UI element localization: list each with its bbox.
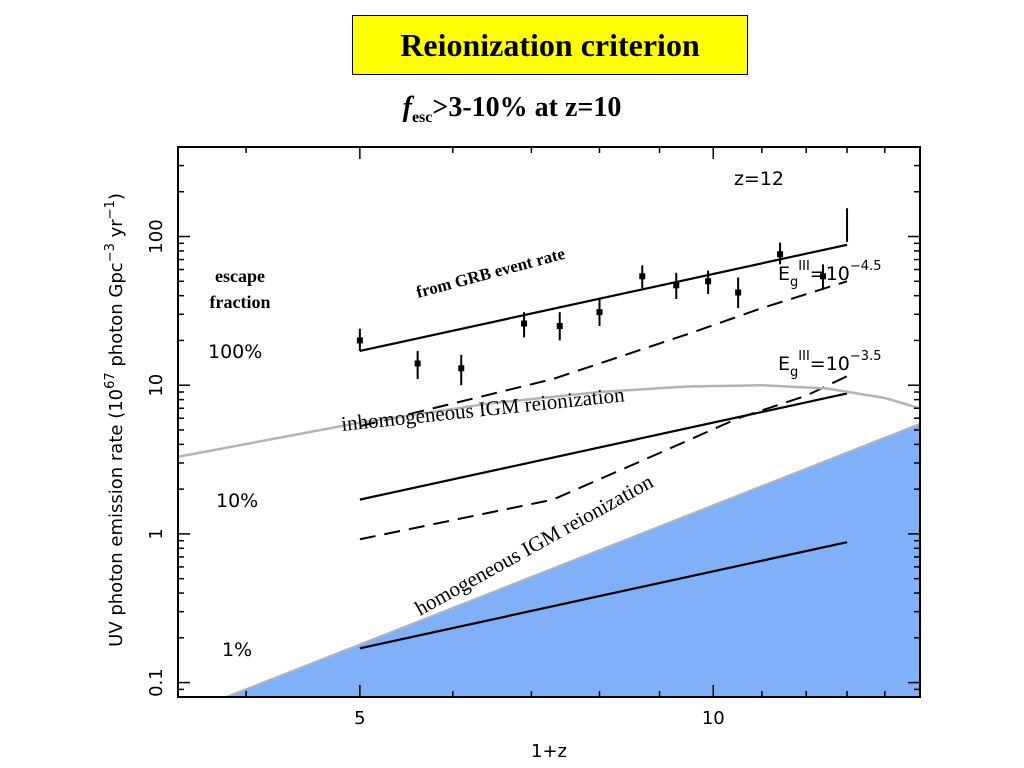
y-tick-label-2: 10 (146, 374, 167, 397)
data-point-1 (414, 360, 421, 367)
y-tick-label-0: 0.1 (146, 668, 167, 697)
subtitle-rest: >3-10% at z=10 (432, 92, 622, 123)
data-point-6 (639, 273, 646, 280)
series-line-grb_1 (359, 541, 848, 650)
slide-title: Reionization criterion (352, 15, 748, 75)
data-point-11 (819, 273, 826, 280)
series-line-inhomogeneous (178, 383, 920, 459)
annotation-z12: z=12 (734, 168, 784, 190)
annotation-escape: escape (215, 266, 265, 286)
y-tick-label-1: 1 (146, 528, 167, 539)
data-point-4 (556, 323, 563, 330)
annotation-fraction: fraction (210, 292, 271, 312)
subtitle-sub: esc (411, 109, 433, 126)
data-point-2 (458, 365, 465, 372)
series-line-grb_100 (359, 243, 848, 353)
x-axis-label: 1+z (531, 741, 567, 762)
y-tick-label-3: 100 (146, 219, 167, 253)
homogeneous-boundary (223, 422, 920, 697)
slide-subtitle: fesc>3-10% at z=10 (0, 92, 1024, 127)
series-line-dashed_lower (359, 375, 848, 541)
series-line-grb_10 (359, 392, 848, 501)
data-point-7 (673, 282, 680, 289)
data-point-10 (777, 251, 784, 258)
annotation-grb-rate: from GRB event rate (414, 244, 567, 302)
annotation-100pct: 100% (208, 341, 262, 363)
axis-ticks: 5 10 0.1 1 10 100 (146, 146, 921, 729)
series-line-dashed_upper (359, 280, 848, 428)
annotation-eg-upper: EgIII=10−4.5 (778, 259, 881, 290)
annotation-1pct: 1% (222, 639, 252, 661)
annotation-eg-lower: EgIII=10−3.5 (778, 349, 881, 380)
subtitle-f: f (402, 92, 412, 123)
annotation-10pct: 10% (216, 490, 258, 512)
data-point-8 (705, 278, 712, 285)
data-point-3 (521, 320, 528, 327)
data-point-9 (735, 289, 742, 296)
plot-frame (177, 146, 921, 698)
annotation-inhomogeneous: inhomogeneous IGM reionization (340, 382, 626, 436)
data-point-0 (356, 337, 363, 344)
x-tick-label-1: 10 (702, 708, 725, 729)
x-tick-label-0: 5 (354, 708, 365, 729)
plot-area (178, 208, 920, 697)
y-axis-label: UV photon emission rate (1067 photon Gpc… (103, 193, 127, 647)
data-point-5 (596, 309, 603, 316)
